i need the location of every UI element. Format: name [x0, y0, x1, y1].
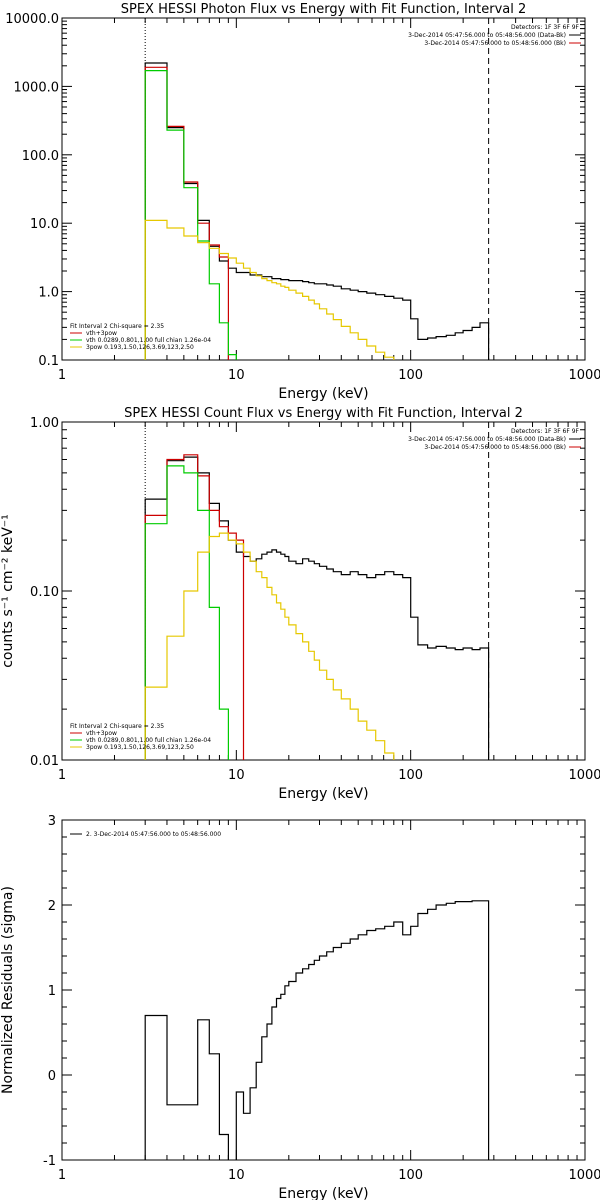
y-tick-label: 2 [48, 899, 56, 914]
y-tick-label: 10000.0 [5, 12, 59, 27]
y-tick-label: 1.00 [30, 416, 59, 431]
panel-2: 1 10 100 1000 Energy (keV) 0.01 0.10 1.00 counts… [0, 406, 600, 802]
y-tick-label: 1000.0 [14, 80, 60, 95]
chart-title: SPEX HESSI Photon Flux vs Energy with Fi… [121, 2, 527, 17]
legend-fit-header: Fit Interval 2 Chi-square = 2.35 [70, 723, 164, 730]
series-vth [144, 70, 237, 360]
y-axis: 0.01 0.10 1.00 counts s⁻¹ cm⁻² keV⁻¹ [0, 416, 585, 769]
x-axis-label: Energy (keV) [278, 1186, 368, 1200]
y-axis-label: counts s⁻¹ cm⁻² keV⁻¹ [0, 514, 16, 668]
panel-3: 1 10 100 1000 Energy (keV) -1 0 1 2 3 Normalized R… [0, 814, 600, 1200]
legend-entry: 3pow 0.193,1.50,126,3.69,123,2.50 [86, 344, 194, 351]
series-data-bk [144, 62, 490, 360]
legend-entry: 3-Dec-2014 05:47:56.000 to 05:48:56.000 … [424, 444, 566, 451]
legend-detectors: Detectors: 1F 3F 6F 9F [511, 24, 580, 31]
series-vth [144, 465, 229, 760]
y-tick-label: 3 [48, 814, 56, 829]
x-axis-label: Energy (keV) [278, 386, 368, 402]
x-tick-label: 10 [228, 368, 245, 383]
series-residuals [144, 900, 490, 1160]
y-tick-label: 10.0 [30, 217, 59, 232]
x-tick-label: 10 [228, 1168, 245, 1183]
plot-frame [61, 819, 586, 1161]
legend-entry: vth+3pow [86, 730, 117, 737]
x-tick-label: 1000 [568, 768, 600, 783]
legend-top-right: Detectors: 1F 3F 6F 9F3-Dec-2014 05:47:5… [408, 428, 581, 451]
x-tick-label: 1 [58, 368, 66, 383]
legend-entry: vth 0.0289,0.801,1.00 full chian 1.26e-0… [86, 737, 211, 744]
x-tick-label: 100 [398, 368, 423, 383]
panel-1: 1 10 100 1000 Energy (keV) 0.1 1.0 10.0 100.0 100… [5, 2, 600, 402]
legend-top-left: 2. 3-Dec-2014 05:47:56.000 to 05:48:56.0… [70, 831, 221, 838]
series-group [144, 454, 490, 760]
series-vth-3pow [144, 66, 229, 360]
x-tick-label: 1 [58, 1168, 66, 1183]
x-axis-label: Energy (keV) [278, 786, 368, 802]
chart-title: SPEX HESSI Count Flux vs Energy with Fit… [124, 406, 523, 421]
series-group [144, 62, 490, 360]
y-tick-label: 0 [48, 1069, 56, 1084]
y-tick-label: 1 [48, 984, 56, 999]
y-tick-label: -1 [43, 1154, 56, 1169]
x-tick-label: 100 [398, 768, 423, 783]
legend-detectors: Detectors: 1F 3F 6F 9F [511, 428, 580, 435]
legend-bottom-left: Fit Interval 2 Chi-square = 2.35vth+3pow… [70, 323, 211, 351]
plot-frame [61, 421, 586, 761]
series-group [144, 900, 490, 1160]
legend-entry: 3pow 0.193,1.50,126,3.69,123,2.50 [86, 744, 194, 751]
y-tick-label: 100.0 [22, 149, 59, 164]
y-tick-label: 0.10 [30, 585, 59, 600]
legend-fit-header: Fit Interval 2 Chi-square = 2.35 [70, 323, 164, 330]
y-tick-label: 0.1 [38, 354, 59, 369]
legend-entry: 3-Dec-2014 05:47:56.000 to 05:48:56.000 … [408, 32, 566, 39]
y-axis: -1 0 1 2 3 Normalized Residuals (sigma) [0, 814, 585, 1169]
x-axis: 1 10 100 1000 Energy (keV) [58, 422, 600, 802]
legend-entry: 3-Dec-2014 05:47:56.000 to 05:48:56.000 … [424, 40, 566, 47]
plot-frame [61, 17, 586, 361]
legend-entry: 2. 3-Dec-2014 05:47:56.000 to 05:48:56.0… [86, 831, 221, 838]
legend-entry: 3-Dec-2014 05:47:56.000 to 05:48:56.000 … [408, 436, 566, 443]
legend-bottom-left: Fit Interval 2 Chi-square = 2.35vth+3pow… [70, 723, 211, 751]
y-axis-label: Normalized Residuals (sigma) [0, 886, 16, 1094]
x-tick-label: 10 [228, 768, 245, 783]
x-tick-label: 1000 [568, 368, 600, 383]
y-axis: 0.1 1.0 10.0 100.0 1000.0 10000.0 [5, 12, 585, 369]
x-tick-label: 1 [58, 768, 66, 783]
legend-entry: vth+3pow [86, 330, 117, 337]
series-3pow [144, 532, 395, 760]
legend-entry: vth 0.0289,0.801,1.00 full chian 1.26e-0… [86, 337, 211, 344]
y-tick-label: 1.0 [38, 286, 59, 301]
series-data-bk [144, 456, 490, 760]
x-tick-label: 1000 [568, 1168, 600, 1183]
x-axis: 1 10 100 1000 Energy (keV) [58, 18, 600, 402]
legend-top-right: Detectors: 1F 3F 6F 9F3-Dec-2014 05:47:5… [408, 24, 581, 47]
x-tick-label: 100 [398, 1168, 423, 1183]
series-3pow [144, 219, 395, 360]
y-tick-label: 0.01 [30, 754, 59, 769]
x-axis: 1 10 100 1000 Energy (keV) [58, 820, 600, 1200]
